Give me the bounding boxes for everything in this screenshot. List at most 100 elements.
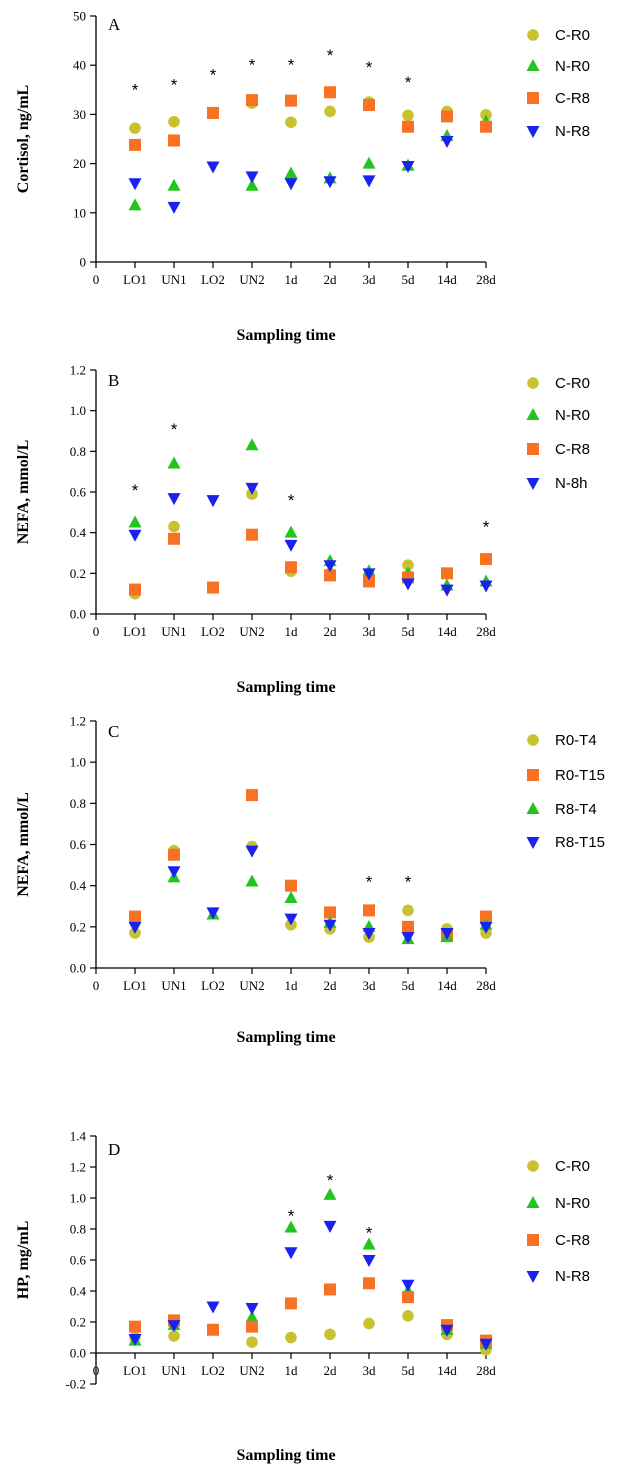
significance-marker: * bbox=[405, 872, 412, 891]
panel-letter: B bbox=[108, 371, 119, 390]
significance-marker: * bbox=[132, 481, 139, 500]
x-tick-label: LO2 bbox=[201, 978, 225, 993]
legend-label: N-8h bbox=[555, 475, 588, 492]
x-tick-label: 14d bbox=[437, 624, 457, 639]
y-tick-label: 0.8 bbox=[70, 796, 86, 811]
x-tick-label: 3d bbox=[363, 624, 377, 639]
data-point bbox=[129, 122, 141, 134]
y-tick-label: 0.0 bbox=[70, 607, 86, 622]
significance-marker: * bbox=[327, 46, 334, 65]
y-tick-label: 0.0 bbox=[70, 1346, 86, 1361]
data-point bbox=[284, 539, 298, 552]
data-point bbox=[480, 910, 492, 923]
y-tick-label: 0.8 bbox=[70, 444, 86, 459]
data-point bbox=[167, 1320, 181, 1333]
legend-marker bbox=[526, 126, 540, 138]
data-point bbox=[363, 575, 375, 588]
data-point bbox=[245, 1303, 259, 1316]
series-n-r8 bbox=[128, 135, 454, 214]
x-tick-label: 14d bbox=[437, 272, 457, 287]
data-point bbox=[401, 932, 415, 945]
data-point bbox=[128, 515, 142, 528]
legend-marker bbox=[526, 1271, 540, 1283]
series-c-r0 bbox=[129, 96, 492, 134]
y-tick-label: 1.0 bbox=[70, 403, 86, 418]
y-axis-title: NEFA, mmol/L bbox=[15, 792, 32, 897]
y-tick-label: 1.2 bbox=[70, 714, 86, 729]
chart-panel-d: -0.2 0.0 0.2 0.4 0.6 0.8 1.0 1.2 1.4 0 LO1 UN1 LO2 UN… bbox=[15, 1129, 590, 1465]
x-tick-label: LO1 bbox=[123, 624, 147, 639]
data-point bbox=[168, 115, 180, 128]
data-point bbox=[246, 528, 258, 541]
significance-marker: * bbox=[132, 80, 139, 99]
data-point bbox=[324, 105, 336, 118]
y-tick-label: 10 bbox=[73, 205, 86, 220]
y-tick-label: -0.2 bbox=[65, 1377, 86, 1392]
x-tick-label: LO1 bbox=[123, 1363, 147, 1378]
x-axis-title: Sampling time bbox=[236, 1447, 335, 1464]
data-point bbox=[128, 1334, 142, 1347]
data-point bbox=[206, 1301, 220, 1314]
x-tick-label: LO1 bbox=[123, 272, 147, 287]
data-point bbox=[245, 1310, 259, 1323]
data-point bbox=[245, 438, 259, 451]
x-tick-label: UN2 bbox=[239, 272, 264, 287]
y-tick-label: 1.0 bbox=[70, 1191, 86, 1206]
data-point bbox=[168, 532, 180, 545]
legend-entry: R8-T4 bbox=[526, 801, 597, 818]
y-axis-title: HP, mg/mL bbox=[15, 1221, 32, 1300]
y-tick-label: 1.0 bbox=[70, 755, 86, 770]
x-tick-label: UN1 bbox=[161, 1363, 186, 1378]
legend-label: R8-T15 bbox=[555, 834, 605, 851]
x-axis-title: Sampling time bbox=[236, 327, 335, 344]
x-tick-label: 5d bbox=[402, 272, 416, 287]
x-tick-label: 1d bbox=[285, 272, 299, 287]
series-r8-t15 bbox=[128, 845, 493, 945]
data-point bbox=[323, 560, 337, 573]
legend-entry: R0-T15 bbox=[527, 767, 605, 784]
data-point bbox=[363, 99, 375, 112]
data-point bbox=[441, 567, 453, 580]
x-tick-label: 2d bbox=[324, 1363, 338, 1378]
y-tick-label: 0.6 bbox=[70, 1253, 87, 1268]
legend-marker bbox=[527, 92, 539, 104]
data-point bbox=[440, 1324, 454, 1337]
legend-entry: C-R8 bbox=[527, 1232, 590, 1249]
data-point bbox=[128, 178, 142, 191]
series-c-r0 bbox=[129, 488, 492, 600]
y-tick-label: 0.4 bbox=[70, 1284, 87, 1299]
legend-entry: C-R8 bbox=[527, 441, 590, 458]
significance-marker: * bbox=[171, 420, 178, 439]
data-point bbox=[324, 569, 336, 582]
data-point bbox=[362, 1255, 376, 1267]
data-point bbox=[246, 789, 258, 802]
data-point bbox=[479, 921, 493, 934]
x-tick-label: 2d bbox=[324, 978, 338, 993]
series-c-r8 bbox=[129, 528, 492, 596]
data-point bbox=[206, 161, 220, 174]
data-point bbox=[207, 106, 219, 119]
series-n-r8 bbox=[128, 1220, 493, 1351]
y-tick-label: 0.0 bbox=[70, 961, 86, 976]
data-point bbox=[207, 581, 219, 594]
chart-panel-a: 0 10 20 30 40 50 0 LO1 UN1 LO2 UN2 1d 2d 3d 5d 14d 28d A C… bbox=[15, 9, 590, 345]
legend-marker bbox=[527, 443, 539, 455]
series-n-8h bbox=[128, 482, 493, 597]
legend-label: C-R0 bbox=[555, 1158, 590, 1175]
data-point bbox=[401, 1279, 415, 1292]
data-point bbox=[324, 86, 336, 99]
y-tick-label: 0.2 bbox=[70, 919, 86, 934]
data-point bbox=[245, 845, 259, 858]
x-tick-label: 1d bbox=[285, 978, 299, 993]
significance-marker: * bbox=[249, 56, 256, 75]
y-tick-label: 0.4 bbox=[70, 525, 87, 540]
data-point bbox=[440, 135, 454, 148]
series-n-r0 bbox=[128, 1187, 493, 1349]
legend-marker bbox=[527, 377, 539, 389]
y-tick-label: 40 bbox=[73, 58, 86, 73]
x-tick-label: 0 bbox=[93, 978, 100, 993]
legend-entry: R0-T4 bbox=[527, 732, 597, 749]
legend-label: N-R0 bbox=[555, 1195, 590, 1212]
series-r0-t4 bbox=[129, 840, 492, 943]
